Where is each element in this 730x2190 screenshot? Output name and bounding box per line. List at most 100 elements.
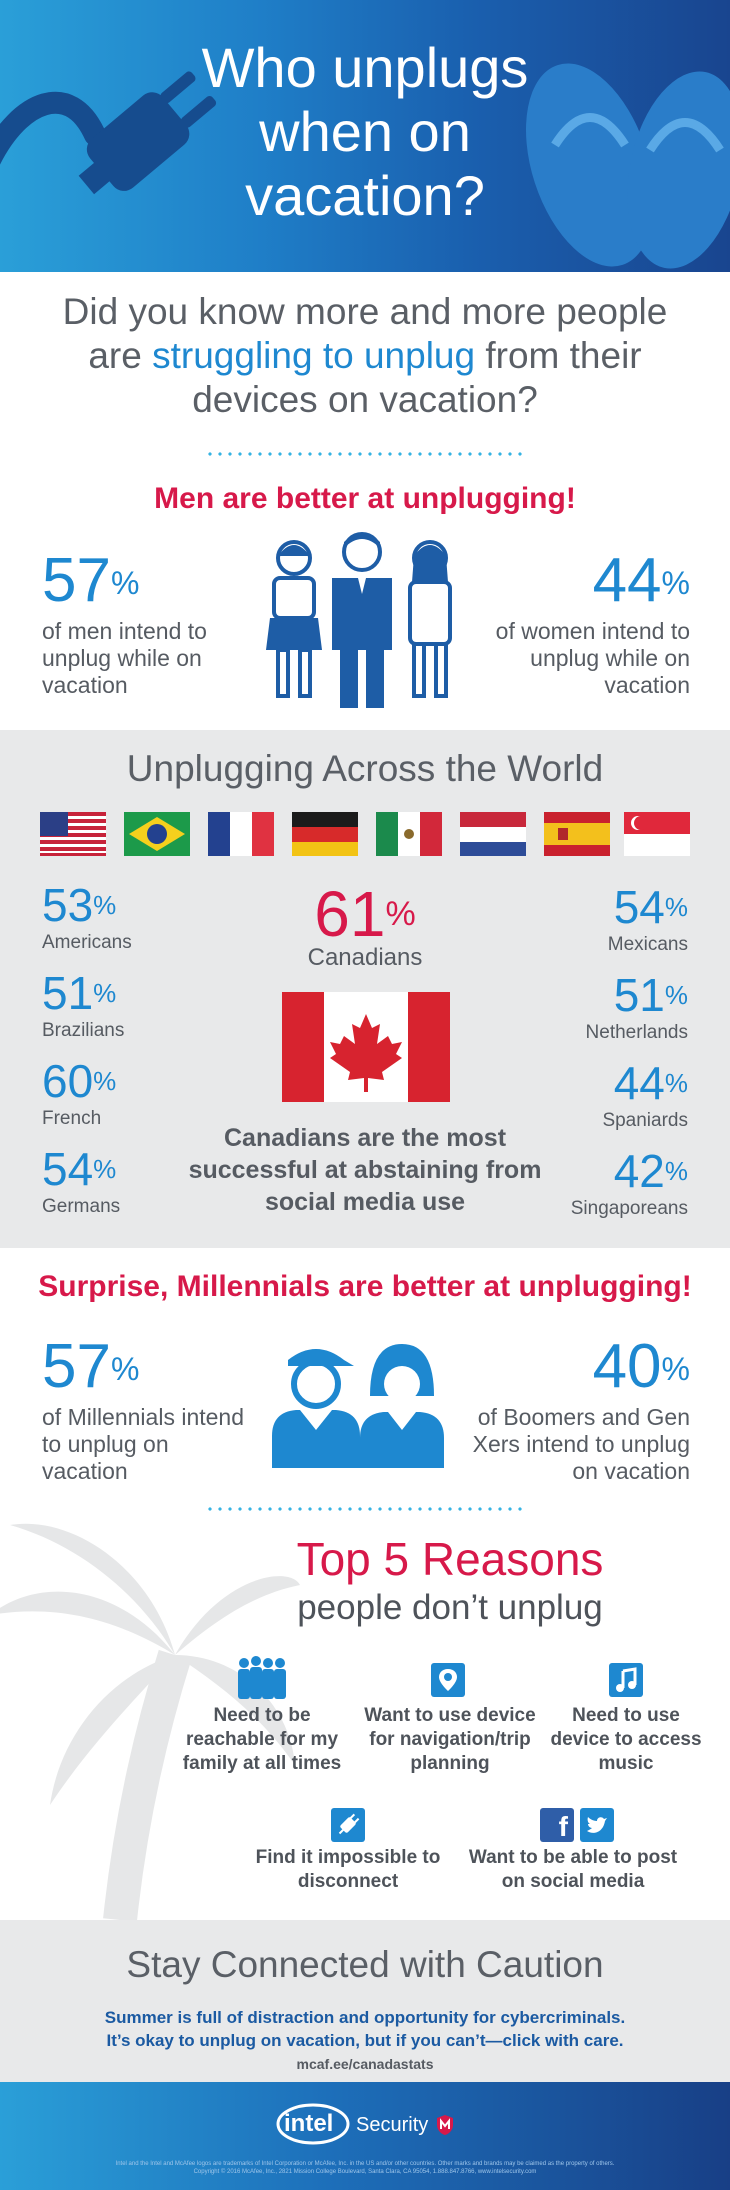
women-percent: 44% (480, 550, 690, 612)
men-caption: of men intend to unplug while on vacatio… (42, 618, 207, 698)
legal-line-2: Copyright © 2016 McAfee, Inc., 2821 Miss… (193, 2169, 537, 2175)
family-icon (238, 1656, 286, 1699)
generations-heading: Surprise, Millennials are better at unpl… (38, 1270, 692, 1303)
intel-security-logo: intel Security (276, 2102, 456, 2146)
intro-highlight: struggling to unplug (152, 335, 476, 376)
canada-flag-icon (282, 992, 450, 1102)
boomers-caption: of Boomers and Gen Xers intend to unplug… (472, 1404, 690, 1484)
reason-navigation: Want to use device for navigation/trip p… (364, 1705, 536, 1774)
country-percent: 42% (614, 1148, 688, 1194)
netherlands-label: Netherlands (585, 1022, 688, 1043)
brazil-flag-icon (124, 812, 190, 856)
map-pin-icon (431, 1663, 465, 1697)
singapore-flag-icon (624, 812, 690, 856)
gender-heading: Men are better at unplugging! (154, 482, 576, 515)
title-line-1: Who unplugs (201, 36, 529, 99)
country-percent: 53% (42, 882, 116, 928)
dotted-divider (205, 1507, 525, 1511)
singaporeans-value: 42 (613, 1145, 665, 1197)
spaniards-label: Spaniards (602, 1110, 688, 1131)
mexico-flag-icon (376, 812, 442, 856)
boomers-stat: 40% of Boomers and Gen Xers intend to un… (460, 1336, 690, 1485)
canada-note: Canadians are the most successful at abs… (188, 1124, 542, 1216)
americans-label: Americans (42, 932, 132, 953)
legal-text: Intel and the Intel and McAfee logos are… (60, 2160, 670, 2176)
men-stat: 57% of men intend to unplug while on vac… (42, 550, 242, 699)
percent-sign: % (664, 892, 688, 922)
caution-section: Stay Connected with Caution Summer is fu… (0, 1920, 730, 2082)
title-line-3: vacation? (245, 164, 485, 227)
country-percent: 51% (614, 972, 688, 1018)
world-title: Unplugging Across the World (126, 748, 604, 789)
canada-label: Canadians (307, 944, 423, 971)
millennials-percent: 57% (42, 1336, 252, 1398)
people-icon (266, 532, 452, 708)
world-section: Unplugging Across the World 53% American… (0, 730, 730, 1248)
women-caption: of women intend to unplug while on vacat… (495, 618, 690, 698)
french-value: 60 (42, 1055, 94, 1107)
brazilians-value: 51 (42, 967, 94, 1019)
boomers-percent: 40% (460, 1336, 690, 1398)
caution-line-1: Summer is full of distraction and opport… (104, 2008, 626, 2027)
reason-social-media: Want to be able to post on social media (468, 1847, 678, 1892)
percent-sign: % (93, 978, 117, 1008)
facebook-icon: f (540, 1808, 574, 1842)
usa-flag-icon (40, 812, 106, 856)
page-title: Who unplugs when on vacation? (0, 36, 730, 228)
germany-flag-icon (292, 812, 358, 856)
reason-reachable: Need to be reachable for my family at al… (182, 1705, 342, 1774)
dotted-divider (205, 452, 525, 456)
percent-sign: % (664, 1156, 688, 1186)
singaporeans-label: Singaporeans (570, 1198, 688, 1219)
intro-line-2-end: from their (475, 335, 642, 376)
netherlands-flag-icon (460, 812, 526, 856)
stats-link[interactable]: mcaf.ee/canadastats (296, 2056, 434, 2072)
percent-sign: % (93, 1154, 117, 1184)
france-flag-icon (208, 812, 274, 856)
country-percent: 60% (42, 1058, 116, 1104)
flip-flops-icon (526, 63, 730, 269)
germans-label: Germans (42, 1196, 121, 1217)
netherlands-value: 51 (613, 969, 665, 1021)
reasons-subtitle: people don’t unplug (297, 1588, 603, 1627)
intro-line-2-start: are (88, 335, 153, 376)
country-percent: 44% (614, 1060, 688, 1106)
percent-sign: % (664, 1068, 688, 1098)
percent-sign: % (110, 565, 140, 601)
percent-sign: % (661, 565, 690, 601)
percent-sign: % (110, 1351, 140, 1387)
brazilians-label: Brazilians (42, 1020, 125, 1041)
caution-line-2: It’s okay to unplug on vacation, but if … (106, 2031, 624, 2050)
canada-percent: 61% (0, 882, 730, 946)
millennials-stat: 57% of Millennials intend to unplug on v… (42, 1336, 252, 1485)
facebook-twitter-icon: f (540, 1808, 616, 1842)
two-people-icon (272, 1344, 444, 1468)
reason-music: Need to use device to access music (550, 1705, 702, 1774)
hero-banner: Who unplugs when on vacation? (0, 0, 730, 272)
country-percent: 54% (42, 1146, 116, 1192)
men-percent-value: 57 (42, 546, 111, 615)
intro-line-1: Did you know more and more people (62, 291, 668, 332)
twitter-icon (580, 1808, 614, 1842)
spain-flag-icon (544, 812, 610, 856)
intro-text: Did you know more and more people are st… (0, 290, 730, 422)
percent-sign: % (93, 1066, 117, 1096)
mcafee-shield-icon (437, 2115, 453, 2135)
men-percent: 57% (42, 550, 242, 612)
percent-sign: % (664, 980, 688, 1010)
intro-line-2: are struggling to unplug from their (0, 334, 730, 378)
intel-logo-text: intel (284, 2110, 334, 2137)
footer: intel Security Intel and the Intel and M… (0, 2082, 730, 2190)
french-label: French (42, 1108, 102, 1129)
country-percent: 54% (614, 884, 688, 930)
caution-message: Summer is full of distraction and opport… (0, 2006, 730, 2052)
intro-line-3: devices on vacation? (192, 379, 538, 420)
americans-value: 53 (42, 879, 94, 931)
women-percent-value: 44 (592, 546, 662, 615)
canada-value: 61 (314, 878, 386, 950)
power-plug-icon (0, 71, 217, 195)
reasons-title: Top 5 Reasons (296, 1533, 604, 1585)
legal-line-1: Intel and the Intel and McAfee logos are… (115, 2161, 615, 2167)
caution-title: Stay Connected with Caution (126, 1944, 604, 1985)
mexicans-label: Mexicans (607, 934, 688, 955)
